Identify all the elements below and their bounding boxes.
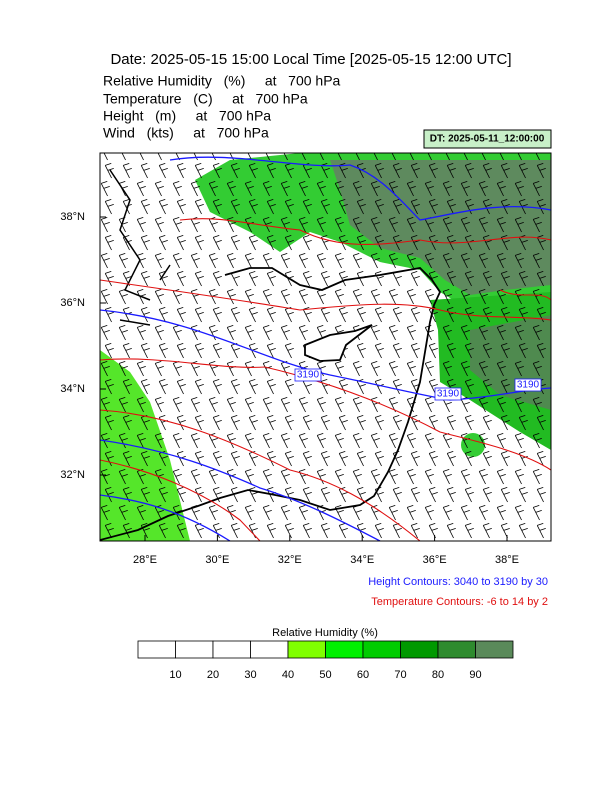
lat-tick-label: 38°N [60,211,85,223]
lon-tick-label: 38°E [495,554,519,566]
lon-tick-label: 30°E [205,554,229,566]
colorbar-tick-label: 70 [394,669,406,681]
colorbar-tick-label: 50 [319,669,331,681]
colorbar-title: Relative Humidity (%) [272,627,378,639]
coastline [109,169,171,326]
colorbar-tick-label: 40 [282,669,294,681]
colorbar-tick-label: 60 [357,669,369,681]
lon-tick-label: 28°E [133,554,157,566]
coastline [100,267,442,541]
colorbar-box [437,640,476,659]
valid-time: DT: 2025-05-11_12:00:00 [430,134,545,145]
contour-label: 3190 [517,380,540,391]
rh-area [461,433,485,457]
height-contours [100,156,551,541]
lat-tick-label: 34°N [60,383,85,395]
temperature-contours [100,218,551,541]
colorbar-box [362,640,401,659]
lon-tick-label: 34°E [350,554,374,566]
colorbar-tick-label: 80 [432,669,444,681]
contour-label-box [434,387,462,401]
contour-label: 3190 [437,389,460,400]
temperature-legend: Temperature Contours: -6 to 14 by 2 [371,596,548,608]
contour-label-box [514,378,542,392]
contour-label: 3190 [297,370,320,381]
field: Relative Humidity (%) at 700 hPa [103,73,341,89]
colorbar-box [400,640,439,659]
valid-box [423,129,552,149]
title: Date: 2025-05-15 15:00 Local Time [2025-… [110,51,511,68]
field: Height (m) at 700 hPa [103,108,271,124]
lat-tick-label: 32°N [60,469,85,481]
colorbar-tick-label: 10 [169,669,181,681]
colorbar-box [212,640,251,659]
map: 3190 3190 3190 [100,153,551,541]
lon-tick-label: 32°E [278,554,302,566]
map-frame [99,152,552,542]
colorbar-tick-label: 90 [469,669,481,681]
field: Wind (kts) at 700 hPa [103,125,269,141]
coastline [304,324,373,362]
colorbar-box [250,640,289,659]
rh-area [330,160,551,295]
rh-area [100,350,190,541]
colorbar-box [137,640,176,659]
contour-label-box [294,368,322,382]
colorbar-box [287,640,326,659]
lat-tick-label: 36°N [60,297,85,309]
colorbar-box [325,640,364,659]
lon-tick-label: 36°E [423,554,447,566]
colorbar-tick-label: 30 [244,669,256,681]
colorbar-box [175,640,214,659]
colorbar-tick-label: 20 [207,669,219,681]
field: Temperature (C) at 700 hPa [103,91,308,107]
colorbar-box [475,640,514,659]
wind-barbs [100,153,551,539]
height-legend: Height Contours: 3040 to 3190 by 30 [368,576,548,588]
